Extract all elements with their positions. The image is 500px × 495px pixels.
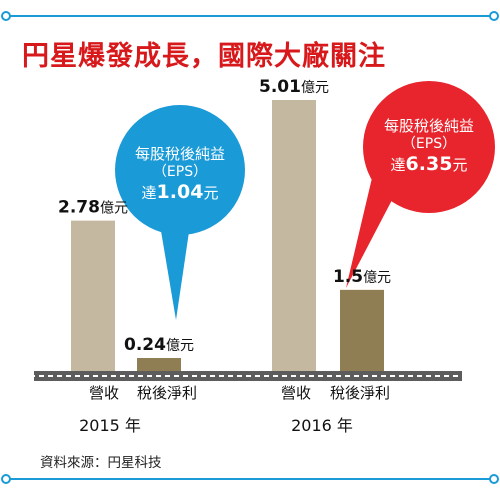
bar-label-2016 年-稅後淨利: 稅後淨利 [330, 384, 390, 402]
bar-label-2015 年-營收: 營收 [89, 384, 119, 402]
source-note: 資料來源：円星科技 [40, 455, 162, 471]
value-label-2015 年-稅後淨利: 0.24億元 [124, 335, 194, 355]
bar-label-2016 年-營收: 營收 [281, 384, 311, 402]
eps-callout-2016-unit: 元 [452, 156, 468, 175]
page-title: 円星爆發成長，國際大廠關注 [22, 41, 386, 72]
value-label-2016 年-營收: 5.01億元 [259, 77, 329, 97]
year-label-1: 2016 年 [291, 416, 353, 435]
eps-callout-2016-value: 6.35 [405, 153, 453, 176]
eps-callout-2015-unit: 元 [203, 184, 219, 203]
eps-callout-2016-line1: 每股稅後純益 [383, 117, 474, 135]
year-label-0: 2015 年 [79, 416, 141, 435]
bar-2015 年-稅後淨利 [137, 358, 181, 371]
callout-bubble-0 [115, 105, 245, 235]
callout-tail-1 [346, 178, 392, 288]
bar-label-2015 年-稅後淨利: 稅後淨利 [137, 384, 197, 402]
callout-tail-0 [160, 225, 190, 320]
eps-callout-2016-value-line: 達6.35元 [366, 153, 492, 177]
value-label-2016 年-稅後淨利: 1.5億元 [333, 267, 391, 287]
eps-callout-2015-line1: 每股稅後純益 [134, 145, 225, 163]
top-rule-right-dot [489, 11, 499, 21]
callout-bubble-1 [363, 81, 495, 213]
eps-callout-2015-prefix: 達 [141, 184, 157, 203]
bar-2016 年-稅後淨利 [340, 289, 384, 371]
eps-callout-2015-line2: （EPS） [152, 163, 208, 180]
bottom-rule-left-dot [1, 474, 11, 484]
eps-callout-2015: 每股稅後純益 （EPS） 達1.04元 [121, 145, 239, 205]
bottom-rule-right-dot [489, 474, 499, 484]
eps-callout-2015-value-line: 達1.04元 [121, 181, 239, 205]
eps-callout-2016-line2: （EPS） [401, 135, 457, 152]
eps-callout-2016-prefix: 達 [390, 156, 406, 175]
bar-2016 年-營收 [272, 100, 316, 371]
value-label-2015 年-營收: 2.78億元 [58, 198, 128, 218]
eps-callout-2016: 每股稅後純益 （EPS） 達6.35元 [366, 117, 492, 177]
bar-2015 年-營收 [71, 220, 115, 371]
eps-callout-2015-value: 1.04 [156, 181, 204, 204]
top-rule-left-dot [1, 11, 11, 21]
